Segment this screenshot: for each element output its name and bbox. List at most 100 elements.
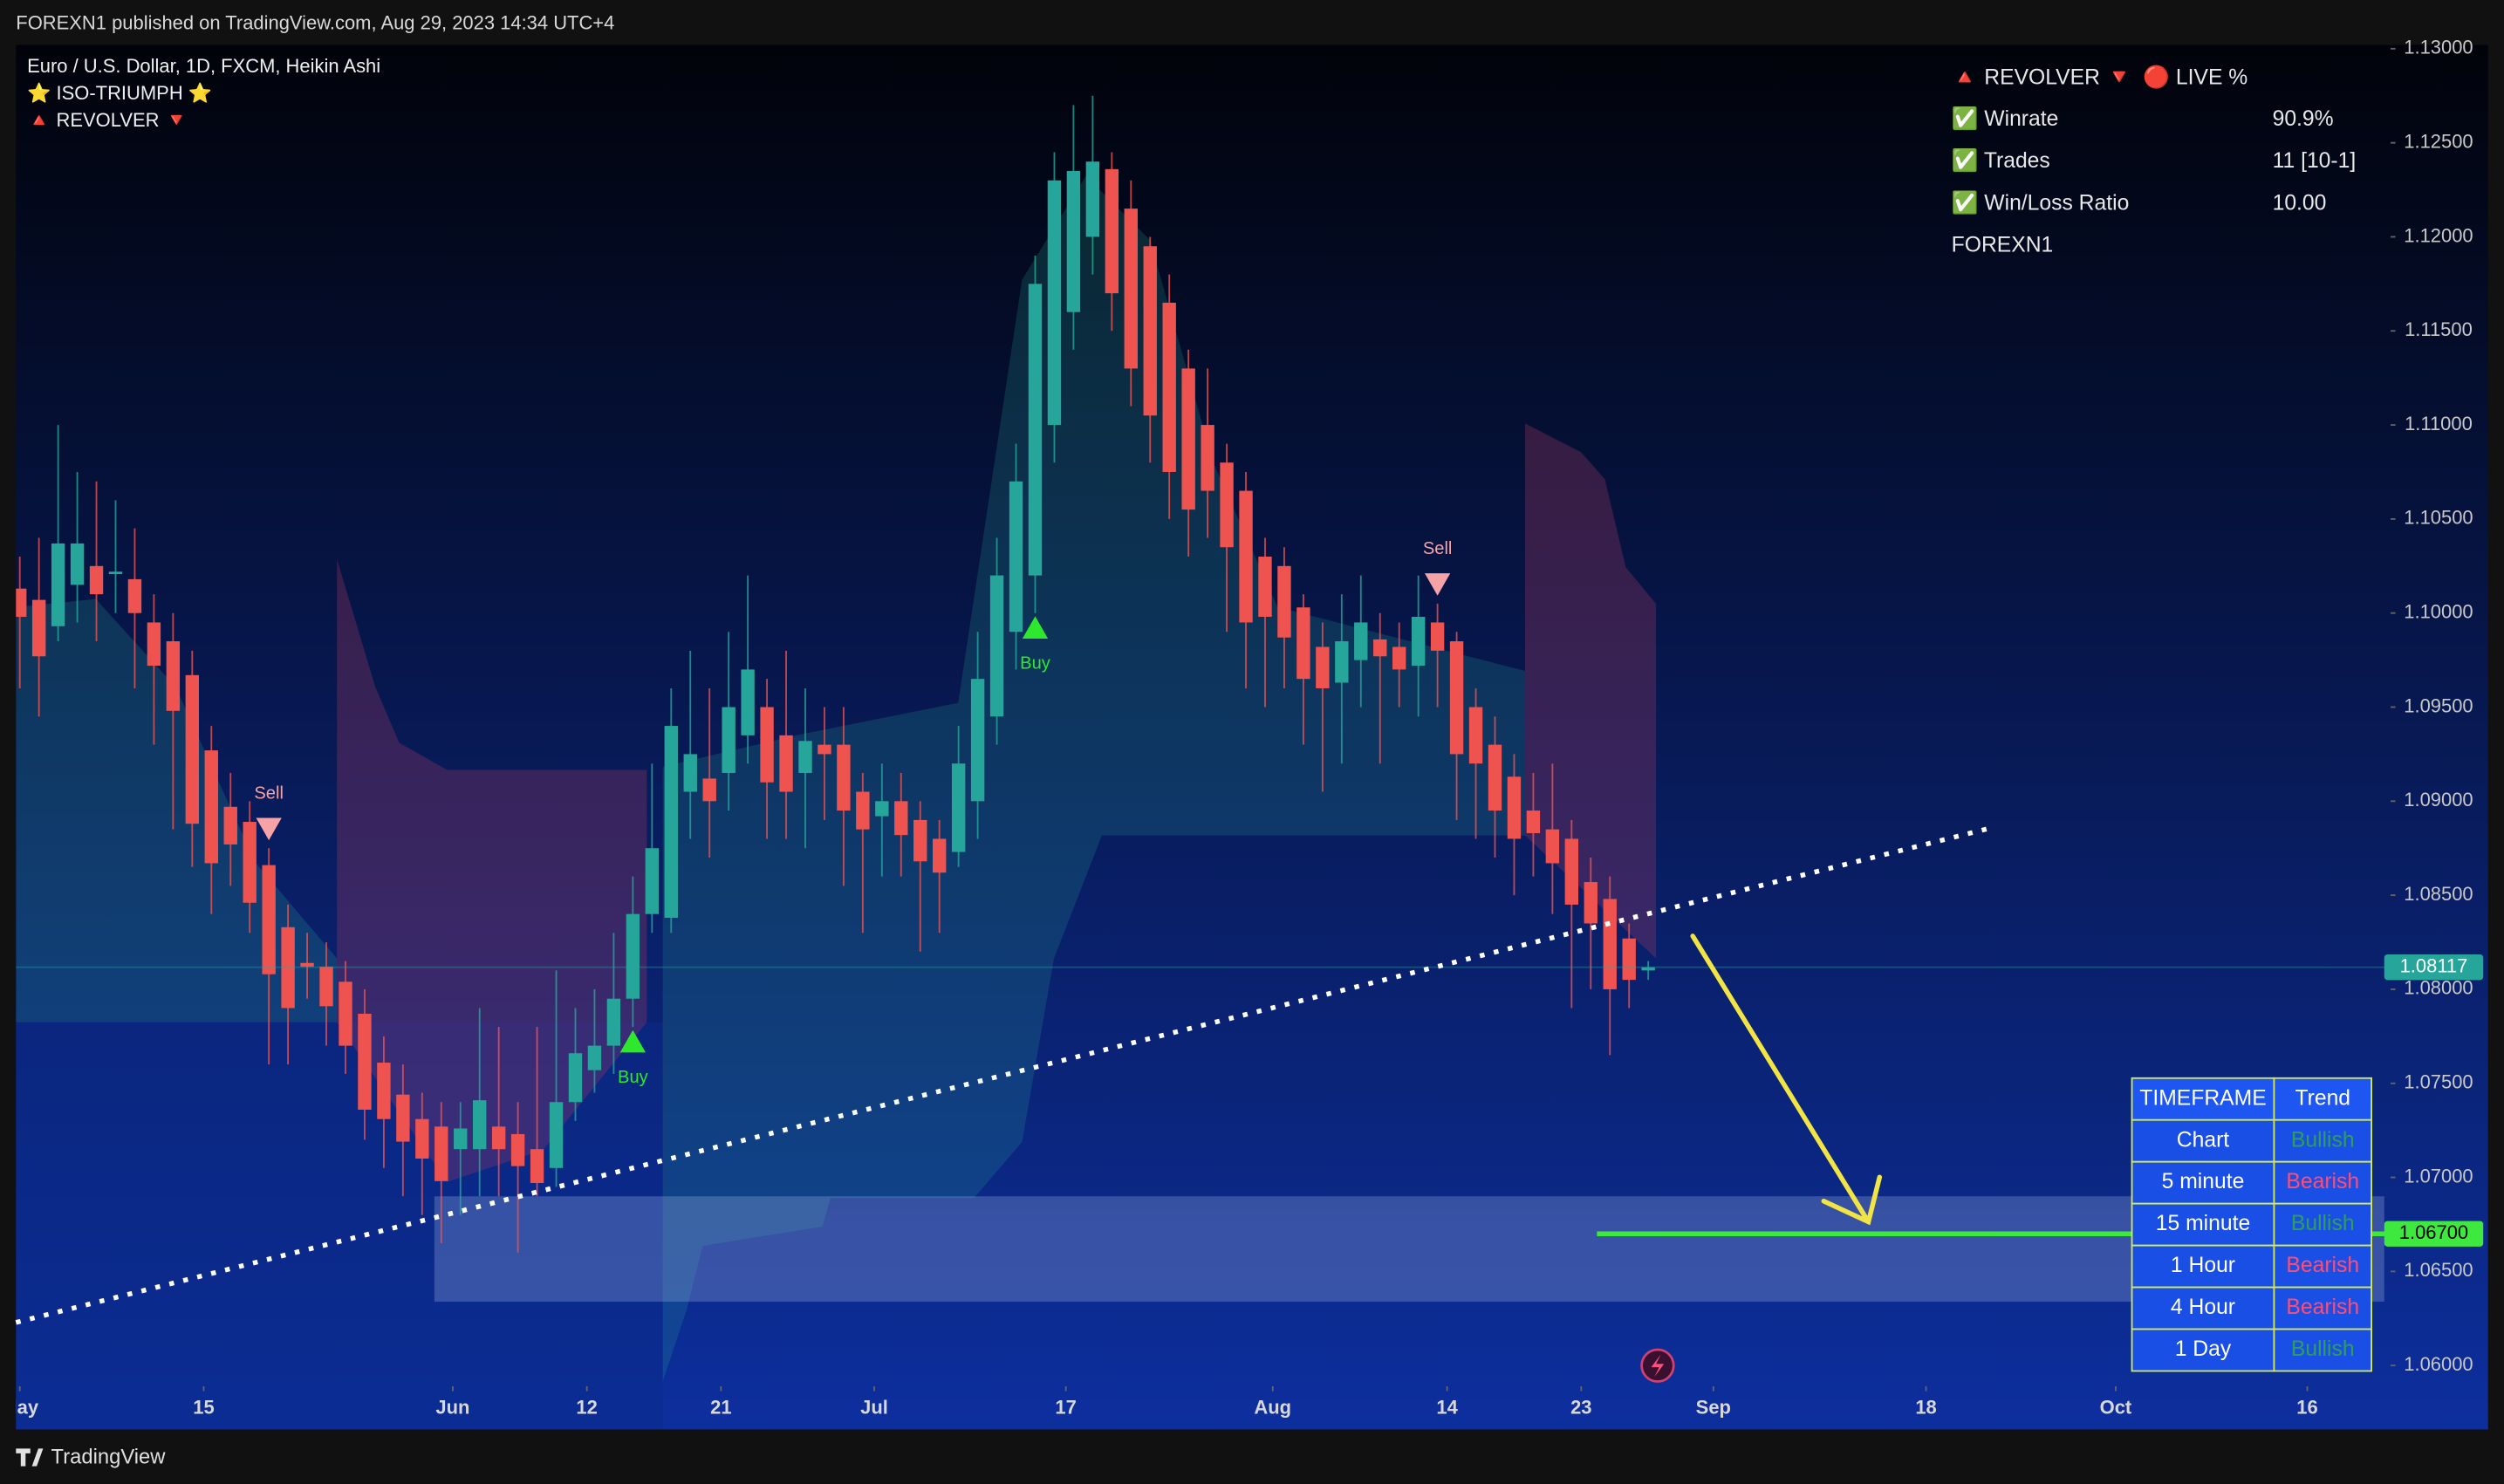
x-tick-label: Jun <box>435 1396 469 1418</box>
buy-signal <box>1022 616 1049 639</box>
y-tick-label: 1.10000 <box>2404 601 2473 623</box>
candle-body <box>760 707 774 783</box>
signal-label: Buy <box>618 1068 649 1087</box>
table-timeframe-cell <box>2131 1244 2275 1289</box>
table-trend: Bearish <box>2286 1254 2359 1277</box>
candle-body <box>31 599 46 657</box>
candle-body <box>108 571 123 575</box>
y-tick-label: 1.06500 <box>2404 1259 2473 1281</box>
x-tick-label: 18 <box>1915 1396 1936 1418</box>
candle-body <box>1526 810 1541 833</box>
y-tick-label: 1.08000 <box>2404 977 2473 999</box>
stats-value: 10.00 <box>2273 191 2327 215</box>
candle-body <box>1335 641 1349 683</box>
arrow-head <box>1821 1174 1883 1226</box>
candle-body <box>1181 368 1195 510</box>
last-price-box <box>2384 954 2484 981</box>
candle-body <box>779 735 793 792</box>
candle-body <box>473 1100 487 1150</box>
candle-body <box>16 588 27 618</box>
x-tick-label: 14 <box>1436 1396 1458 1418</box>
candle-body <box>1143 246 1157 416</box>
table-trend: Bullish <box>2291 1212 2355 1235</box>
candle-body <box>319 967 333 1007</box>
candle-body <box>1392 646 1406 670</box>
candle-body <box>1641 967 1655 971</box>
candle-body <box>1047 180 1062 426</box>
candle-body <box>1564 838 1579 905</box>
x-tick-label: 17 <box>1055 1396 1076 1418</box>
candle-body <box>587 1045 602 1070</box>
table-trend: Bearish <box>2286 1296 2359 1319</box>
y-tick-label: 1.10500 <box>2404 507 2473 529</box>
candle-body <box>894 801 908 836</box>
candle-body <box>243 822 257 903</box>
candle-body <box>913 819 927 862</box>
y-tick-label: 1.12000 <box>2404 224 2473 246</box>
candle-body <box>1162 302 1176 472</box>
candle-body <box>358 1013 372 1110</box>
candle-body <box>51 543 65 626</box>
candle-body <box>223 806 237 845</box>
candle-body <box>454 1128 468 1150</box>
candle-body <box>1239 490 1253 623</box>
candle-body <box>1468 707 1483 764</box>
candle-body <box>626 913 640 999</box>
arrow-shaft <box>1690 933 1871 1225</box>
candle-body <box>1430 622 1445 651</box>
bear-cloud <box>1524 423 1657 959</box>
stats-value: 90.9% <box>2273 107 2334 131</box>
stats-live: 🔴 LIVE % <box>2143 65 2247 90</box>
event-icon-bolt <box>1651 1354 1665 1378</box>
table-timeframe: 1 Hour <box>2171 1254 2235 1277</box>
x-tick-label: 15 <box>193 1396 214 1418</box>
table-timeframe: 5 minute <box>2162 1170 2245 1193</box>
demand-zone <box>434 1196 2384 1303</box>
candle-body <box>185 674 200 824</box>
candle-body <box>1009 481 1023 633</box>
symbol-title: Euro / U.S. Dollar, 1D, FXCM, Heikin Ash… <box>27 55 380 77</box>
candle-body <box>1201 425 1214 491</box>
table-timeframe-cell <box>2131 1328 2275 1372</box>
candle-body <box>856 791 870 830</box>
stats-label: ✅ Winrate <box>1952 106 2059 131</box>
candle-body <box>702 778 716 802</box>
table-header-cell <box>2131 1077 2275 1121</box>
candle-body <box>70 543 85 585</box>
y-tick-label: 1.07000 <box>2404 1165 2473 1187</box>
bear-cloud <box>337 558 647 1182</box>
candle-body <box>1545 829 1560 864</box>
last-price-label: 1.08117 <box>2400 955 2468 977</box>
candle-body <box>1316 646 1330 688</box>
candle-body <box>1488 744 1502 811</box>
buy-signal <box>619 1029 647 1053</box>
candle-body <box>1124 209 1138 369</box>
x-tick-label: Sep <box>1696 1396 1731 1418</box>
table-trend: Bearish <box>2286 1170 2359 1193</box>
publish-header: FOREXN1 published on TradingView.com, Au… <box>16 12 614 34</box>
table-trend-cell <box>2273 1286 2372 1330</box>
candle-body <box>127 578 142 613</box>
overlay: 1.06000 1.06500 1.07000 1.07500 1.08000 1.085… <box>27 37 2484 1375</box>
table-trend-cell <box>2273 1202 2372 1247</box>
stats-value: 11 [10-1] <box>2273 149 2357 173</box>
stats-label: ✅ Trades <box>1952 147 2050 173</box>
candle-body <box>970 679 985 802</box>
candle-body <box>549 1102 564 1168</box>
stats-title: 🔺 REVOLVER 🔻 <box>1952 66 2133 90</box>
candle-body <box>262 865 276 975</box>
table-trend: Bullish <box>2291 1337 2355 1361</box>
candle-body <box>741 669 755 735</box>
table-trend-cell <box>2273 1118 2372 1163</box>
table-trend-cell <box>2273 1244 2372 1289</box>
candle-body <box>951 763 966 852</box>
candle-body <box>1277 565 1291 638</box>
x-tick-label: Aug <box>1254 1396 1291 1418</box>
candle-body <box>434 1126 448 1181</box>
candle-body <box>818 744 831 755</box>
candle-body <box>89 565 104 595</box>
y-tick-label: 1.09000 <box>2404 789 2473 810</box>
candle-body <box>837 744 851 811</box>
signal-label: Buy <box>1020 654 1051 674</box>
